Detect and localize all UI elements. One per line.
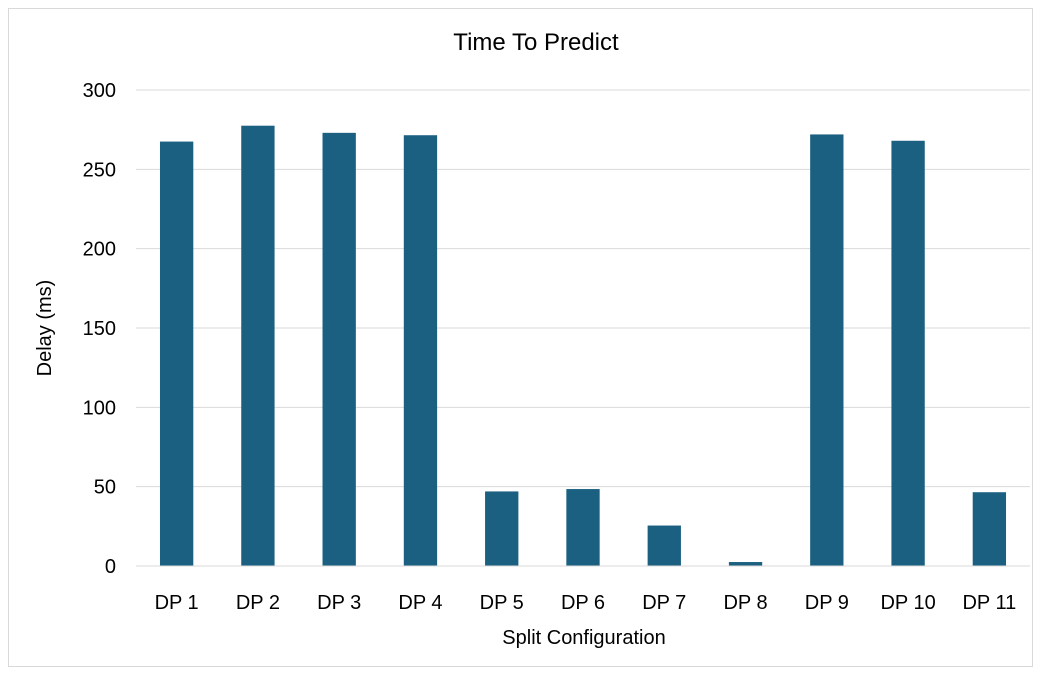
y-tick-label: 150	[83, 318, 116, 340]
bar-dp-4	[403, 135, 438, 566]
y-tick-label: 0	[105, 556, 116, 578]
bar-dp-11	[972, 492, 1007, 566]
bar-dp-6	[566, 489, 600, 566]
bars	[159, 125, 1007, 567]
x-axis-label: Split Configuration	[502, 627, 665, 649]
x-tick-label: DP 7	[642, 592, 686, 614]
bar-dp-1	[159, 141, 194, 567]
x-tick-label: DP 4	[398, 592, 442, 614]
y-tick-label: 300	[83, 80, 116, 102]
y-tick-label: 250	[83, 159, 116, 181]
x-tick-label: DP 9	[805, 592, 849, 614]
x-tick-label: DP 10	[880, 592, 935, 614]
x-tick-label: DP 6	[561, 592, 605, 614]
bar-dp-9	[810, 134, 844, 566]
y-tick-label: 100	[83, 397, 116, 419]
y-tick-label: 200	[83, 239, 116, 261]
chart-title: Time To Predict	[453, 29, 619, 56]
x-tick-label: DP 8	[723, 592, 767, 614]
bar-dp-10	[891, 140, 925, 567]
y-tick-label: 50	[94, 477, 116, 499]
bar-dp-3	[322, 132, 356, 566]
bar-dp-2	[241, 125, 275, 566]
y-tick-labels: 0 50 100 150 200 250 300	[83, 80, 116, 578]
x-tick-label: DP 2	[236, 592, 280, 614]
y-axis-label: Delay (ms)	[34, 280, 56, 377]
gridlines	[136, 89, 1030, 488]
x-tick-label: DP 5	[480, 592, 524, 614]
x-tick-label: DP 11	[962, 592, 1016, 614]
x-tick-label: DP 3	[317, 592, 361, 614]
bar-dp-8	[728, 562, 763, 566]
x-tick-label: DP 1	[155, 592, 199, 614]
bar-dp-7	[647, 525, 681, 566]
bar-dp-5	[485, 491, 519, 566]
x-tick-labels: DP 1 DP 2 DP 3 DP 4 DP 5 DP 6 DP 7 DP 8 DP 9 DP 1…	[155, 592, 1017, 614]
